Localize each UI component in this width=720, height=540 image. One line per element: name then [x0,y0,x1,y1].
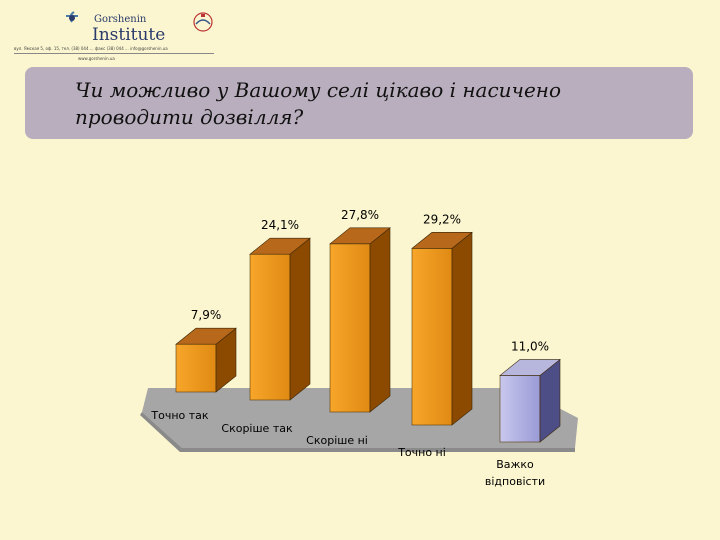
eye-logo-icon [66,11,78,23]
bar-3 [329,227,391,413]
logo-website: www.gorshenin.ua [78,56,115,61]
value-label-2: 24,1% [261,218,299,232]
bar-4 [411,231,473,426]
bar-front [499,375,541,443]
bar-side [451,231,473,426]
logo-address: вул. Ямская 5, оф. 15, тел. (38) 044 ...… [14,46,168,51]
partner-emblem-icon [193,12,213,32]
bar-5 [499,358,561,443]
gorshenin-logo: Gorshenin Institute вул. Ямская 5, оф. 1… [14,10,224,70]
chart-title-line-2: проводити дозвілля? [75,105,304,129]
category-label-3: Скоріше ні [306,434,368,447]
bar-top [329,227,391,245]
bar-front [249,253,291,401]
bar-top [499,359,561,376]
bar-front [175,343,217,393]
chart-title: Чи можливо у Вашому селі цікаво і насиче… [75,77,675,131]
logo-divider [14,53,214,54]
category-label-1: Точно так [150,409,209,422]
bar-front [411,248,453,426]
floor-edge [140,412,575,452]
value-label-3: 27,8% [341,208,379,222]
value-labels-group: 7,9% 24,1% 27,8% 29,2% 11,0% [191,208,549,354]
bar-1 [175,327,237,393]
bar-front [329,243,371,413]
bar-side [369,227,391,413]
value-label-1: 7,9% [191,308,222,322]
chart-title-line-1: Чи можливо у Вашому селі цікаво і насиче… [75,78,562,102]
category-label-5-line-1: Важко [496,458,534,471]
value-label-4: 29,2% [423,212,461,226]
bars-group [175,227,561,443]
logo-institute: Institute [92,25,166,45]
logo-name: Gorshenin [94,14,147,25]
category-label-4: Точно ні [397,446,446,459]
bar-2 [249,237,311,401]
bar-top [411,232,473,249]
bar-top [249,237,311,255]
category-label-2: Скоріше так [221,422,293,435]
question-banner: Чи можливо у Вашому селі цікаво і насиче… [25,67,693,139]
bar-side [289,237,311,401]
category-label-5-line-2: відповісти [485,475,545,488]
value-label-5: 11,0% [511,339,549,353]
category-labels-group: Точно так Скоріше так Скоріше ні Точно ні Ва… [150,409,545,488]
bar-top [175,327,237,345]
